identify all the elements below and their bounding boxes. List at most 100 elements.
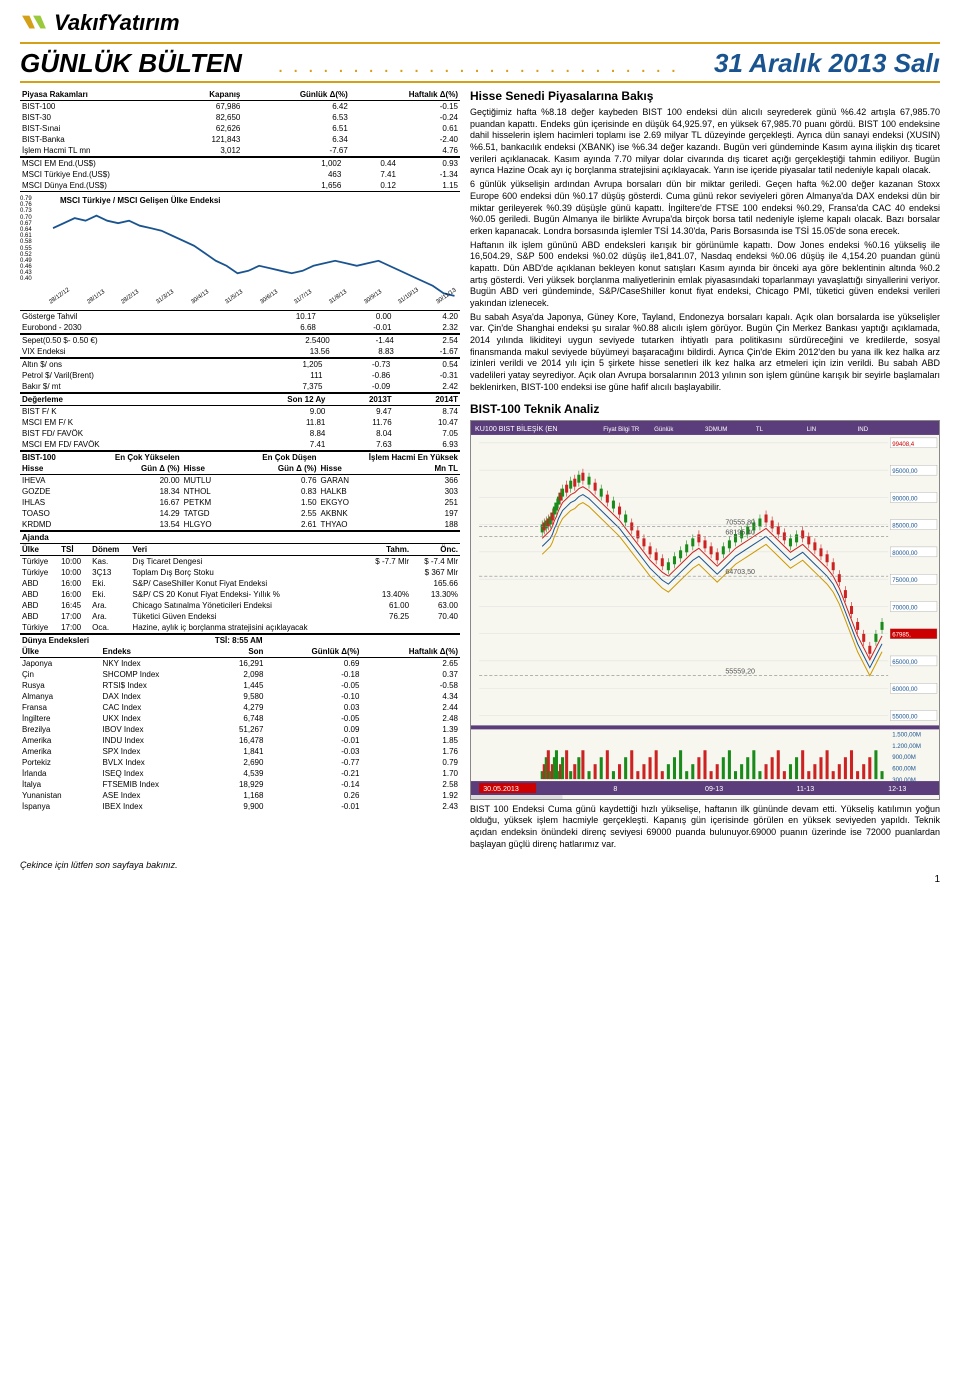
cell: ABD [20,578,59,589]
cell: 7.41 [223,439,328,451]
table-row: Türkiye10:00Kas.Dış Ticaret Dengesi$ -7.… [20,556,460,568]
svg-text:Günlük: Günlük [654,426,674,432]
cell: IBEX Index [101,801,213,812]
msci-table: MSCI EM End.(US$)1,0020.440.93MSCI Türki… [20,157,460,192]
cell: DAX Index [101,691,213,702]
movers-header2: Hisse Gün Δ (%) Hisse Gün Δ (%) Hisse Mn… [20,463,460,475]
svg-text:65000,00: 65000,00 [892,659,918,665]
cell: 16,478 [213,735,266,746]
cell: $ -7.7 Mlr [362,556,411,568]
cell: Hazine, aylık iç borçlanma stratejisini … [130,622,362,634]
cell: BVLX Index [101,757,213,768]
svg-text:75000,00: 75000,00 [892,578,918,584]
cell: 2.58 [361,779,460,790]
msci-chart-title: MSCI Türkiye / MSCI Gelişen Ülke Endeksi [20,196,460,205]
cell: Fransa [20,702,101,713]
cell: 1,168 [213,790,266,801]
cell: Brezilya [20,724,101,735]
cell: 2.5400 [250,335,332,347]
cell: 20.00 [77,475,181,487]
cell: 6,748 [213,713,266,724]
cell: 1.85 [361,735,460,746]
logo-bar: VakıfYatırım [20,10,940,36]
cell: 2.65 [361,658,460,670]
cell: 2.42 [392,381,460,393]
cell: 8.83 [332,346,396,358]
table-row: Türkiye17:00Oca.Hazine, aylık iç borçlan… [20,622,460,634]
cell: Amerika [20,735,101,746]
right-body: Geçtiğimiz hafta %8.18 değer kaybeden BI… [470,107,940,394]
table-row: JaponyaNKY Index16,2910.692.65 [20,658,460,670]
svg-text:09-13: 09-13 [705,786,723,793]
tech-chart: KU100 BIST BİLEŞİK (ENFiyat Bilgi TRGünl… [470,420,940,800]
cell: FTSEMIB Index [101,779,213,790]
cell: 1.15 [398,180,460,192]
cell: 0.26 [265,790,361,801]
msci-xticks: 28/12/1228/1/1328/2/1331/3/1330/4/1331/5… [50,300,460,306]
cell: 1,841 [213,746,266,757]
ytick: 0.70 [20,215,32,221]
ytick: 0.58 [20,239,32,245]
cell: 1,445 [213,680,266,691]
hdr: Haftalık Δ(%) [361,646,460,658]
cell: 61.00 [362,600,411,611]
cell: SHCOMP Index [101,669,213,680]
cell: Amerika [20,746,101,757]
cell: -0.77 [265,757,361,768]
cell: ISEQ Index [101,768,213,779]
cell: BIST-30 [20,112,170,123]
hdr: Mn TL [395,463,460,475]
bulletin-title: GÜNLÜK BÜLTEN [20,48,242,79]
cell: 0.79 [361,757,460,768]
dots: . . . . . . . . . . . . . . . . . . . . … [278,55,679,78]
ytick: 0.52 [20,252,32,258]
cell: 2.48 [361,713,460,724]
table-row: PortekizBVLX Index2,690-0.770.79 [20,757,460,768]
cell: Ara. [90,611,130,622]
hdr: Önc. [411,544,460,556]
cell: 13.40% [362,589,411,600]
cell: RTSI$ Index [101,680,213,691]
svg-text:80000,00: 80000,00 [892,550,918,556]
movers-header1: BIST-100 En Çok Yükselen En Çok Düşen İş… [20,452,460,464]
cell: 366 [395,475,460,487]
svg-text:70555,80: 70555,80 [725,519,755,526]
cell: Bakır $/ mt [20,381,251,393]
table-row: Bakır $/ mt7,375-0.092.42 [20,381,460,393]
cell: UKX Index [101,713,213,724]
right-column: Hisse Senedi Piyasalarına Bakış Geçtiğim… [470,89,940,850]
cell: CAC Index [101,702,213,713]
cell: -2.40 [350,134,460,145]
cell: -0.03 [265,746,361,757]
fxvix-table: Sepet(0.50 $- 0.50 €)2.5400-1.442.54VIX … [20,334,460,358]
commodities-table: Altın $/ ons1,205-0.730.54Petrol $/ Vari… [20,358,460,393]
svg-text:85000,00: 85000,00 [892,523,918,529]
table-row: MSCI Dünya End.(US$)1,6560.121.15 [20,180,460,192]
cell: 7,375 [251,381,324,393]
cell: VIX Endeksi [20,346,250,358]
cell: 13.56 [250,346,332,358]
svg-text:55559,20: 55559,20 [725,668,755,675]
hdr: 2013T [327,394,393,406]
cell: 0.44 [343,158,398,170]
cell: 0.93 [398,158,460,170]
cell: IHEVA [20,475,77,487]
cell: KRDMD [20,519,77,531]
valuation-header: Değerleme Son 12 Ay 2013T 2014T [20,394,460,406]
hdr: En Çok Yükselen [77,452,181,464]
hdr: Hisse [319,463,395,475]
table-row: AmerikaINDU Index16,478-0.011.85 [20,735,460,746]
cell: 2,098 [213,669,266,680]
cell: 121,843 [170,134,243,145]
cell: Eki. [90,589,130,600]
hdr: Son 12 Ay [223,394,328,406]
cell: MSCI EM FD/ FAVÖK [20,439,223,451]
world-time: TSİ: 8:55 AM [213,635,460,647]
cell: -0.05 [265,713,361,724]
cell: HALKB [319,486,395,497]
cell: 8.04 [327,428,393,439]
cell: 10.47 [394,417,460,428]
svg-text:1.200,00M: 1.200,00M [892,743,921,749]
cell: 6.34 [242,134,349,145]
cell: Altın $/ ons [20,359,251,371]
